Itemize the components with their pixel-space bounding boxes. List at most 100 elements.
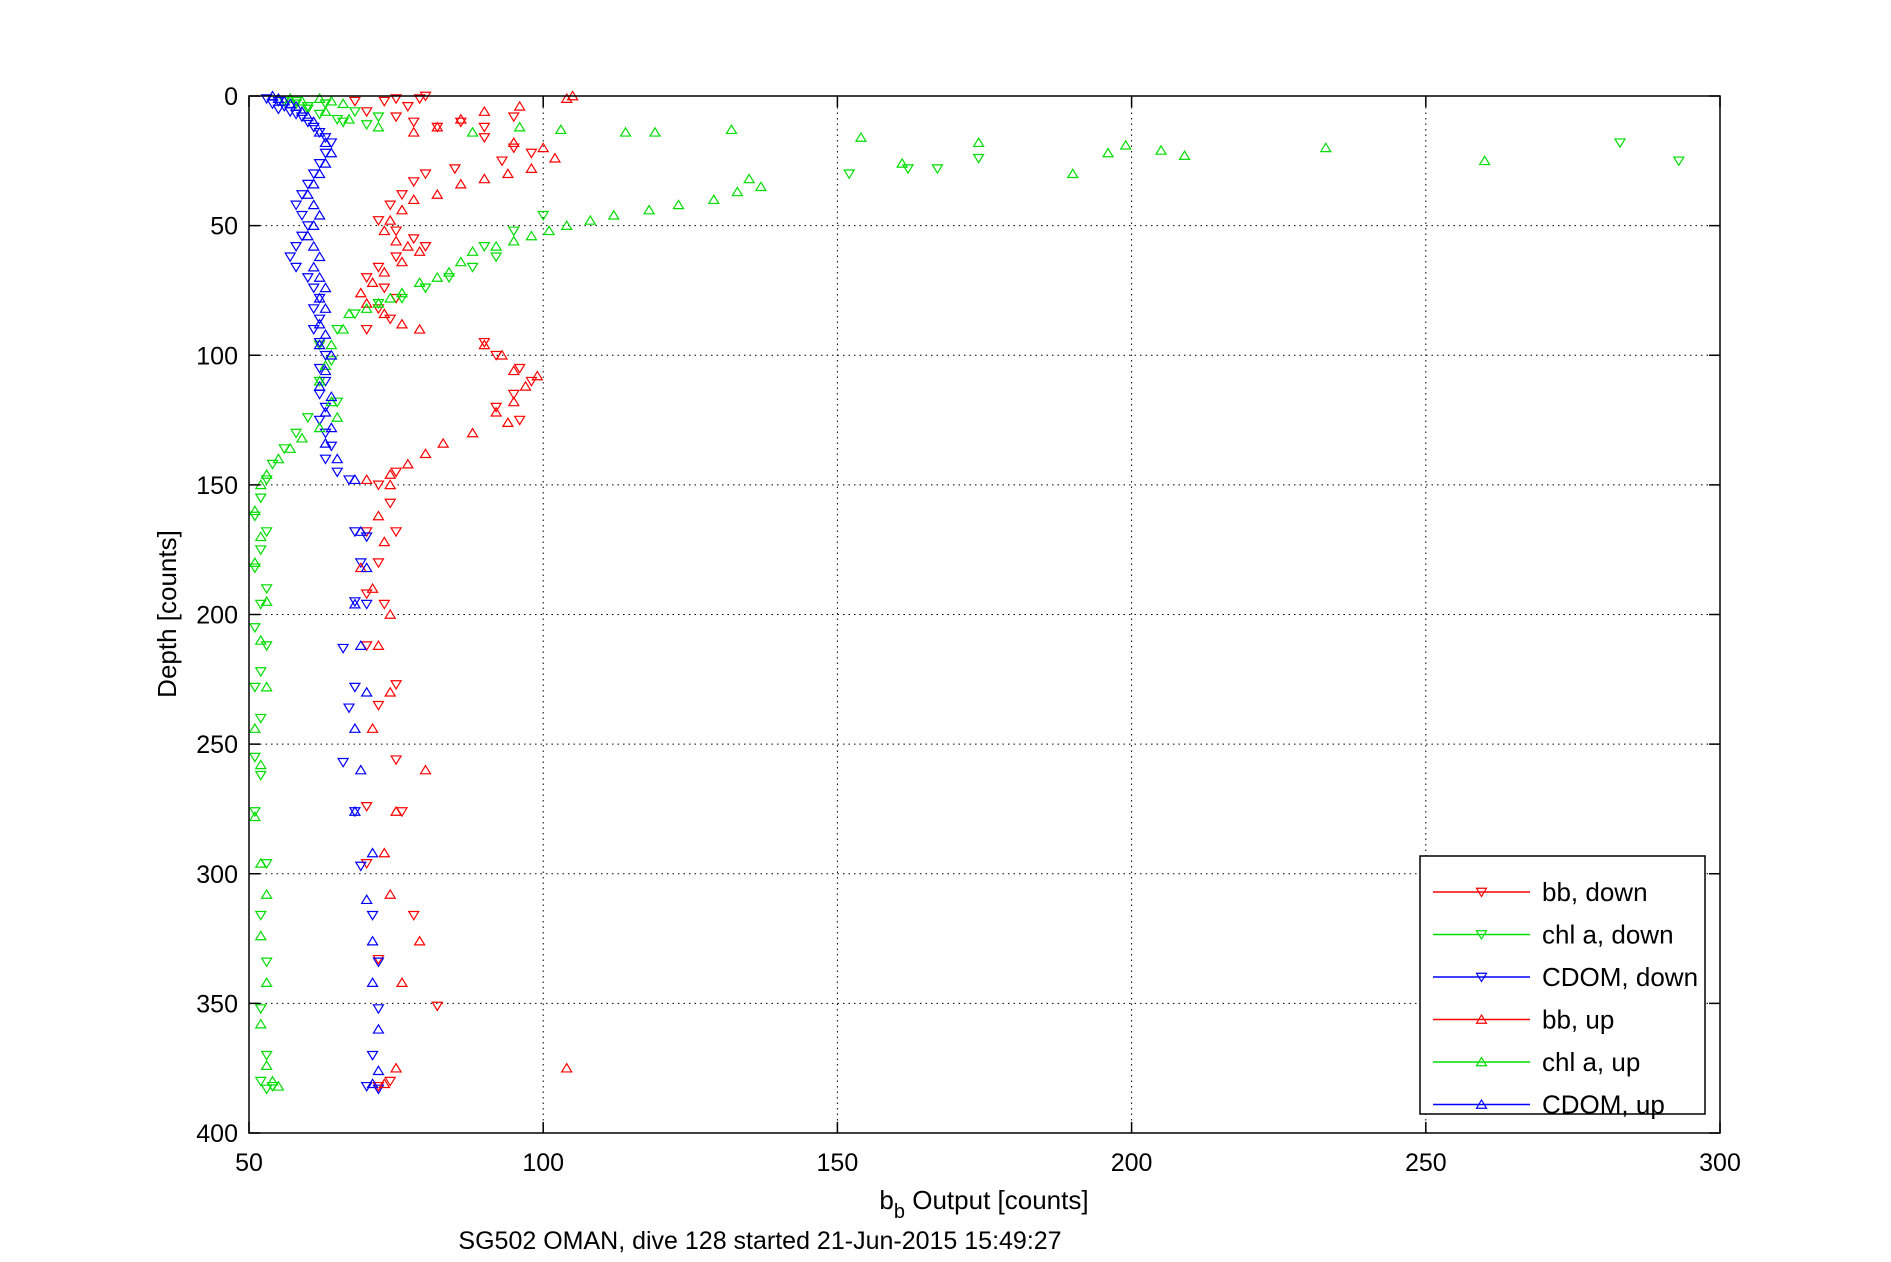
data-point [478, 242, 491, 253]
x-axis-label-rest: Output [counts] [905, 1185, 1089, 1215]
data-point [478, 173, 491, 184]
data-point [466, 427, 479, 438]
data-point [560, 1062, 573, 1073]
data-point [301, 102, 314, 113]
data-point [354, 558, 367, 569]
data-point [843, 169, 856, 180]
data-point [360, 532, 373, 543]
data-point [278, 95, 291, 106]
data-point [454, 178, 467, 189]
data-point [248, 807, 261, 818]
data-point [284, 442, 297, 453]
data-point [325, 95, 338, 106]
data-point [313, 314, 326, 325]
data-point [301, 188, 314, 199]
legend-label: bb, up [1542, 1005, 1614, 1035]
data-point [707, 194, 720, 205]
data-point [260, 957, 273, 968]
data-point [390, 527, 403, 538]
data-point [360, 589, 373, 600]
x-axis-label-subscript: b [894, 1201, 905, 1223]
y-tick-label: 300 [196, 861, 238, 889]
data-point [1066, 168, 1079, 179]
data-point [395, 190, 409, 201]
data-point [407, 910, 420, 921]
data-point [372, 954, 385, 965]
data-point [337, 757, 350, 768]
data-point [584, 214, 597, 225]
data-point [384, 314, 397, 325]
data-point [395, 256, 409, 267]
data-point [437, 437, 450, 448]
series-4 [248, 92, 1491, 1091]
data-point [725, 124, 738, 135]
data-point [331, 411, 344, 422]
data-point [254, 910, 267, 921]
data-point [307, 199, 320, 210]
data-point [507, 137, 520, 148]
data-point [366, 976, 379, 987]
data-point [372, 1023, 385, 1034]
data-point [1478, 155, 1491, 166]
data-point [313, 168, 326, 179]
data-point [901, 164, 915, 175]
data-point [401, 102, 414, 113]
data-point [325, 422, 338, 433]
data-point [272, 92, 285, 103]
data-point [254, 545, 267, 556]
data-point [525, 230, 538, 241]
data-point [754, 181, 767, 192]
data-point [342, 308, 356, 319]
data-point [248, 752, 261, 763]
data-point [254, 493, 267, 504]
data-point [254, 1076, 267, 1087]
data-point [366, 910, 379, 921]
data-point [295, 210, 309, 221]
data-point [325, 396, 338, 407]
data-point [272, 453, 285, 464]
data-point [384, 292, 397, 303]
data-point [378, 536, 391, 547]
data-point [1672, 156, 1685, 167]
data-point [290, 262, 303, 273]
data-point [384, 608, 397, 619]
data-point [643, 204, 656, 215]
x-axis-label: bb Output [counts] [879, 1185, 1088, 1223]
data-point [495, 349, 509, 360]
data-point [384, 686, 397, 697]
data-point [366, 722, 379, 733]
data-point [260, 888, 273, 899]
data-point [478, 337, 491, 348]
data-point [313, 251, 326, 262]
data-point [348, 805, 361, 816]
data-point [254, 930, 267, 941]
data-point [413, 935, 426, 946]
data-point [337, 323, 350, 334]
data-point [254, 857, 267, 868]
data-point [378, 308, 391, 319]
legend-marker [1475, 930, 1488, 941]
data-point [413, 94, 426, 105]
x-tick-label: 50 [235, 1149, 263, 1177]
data-point [284, 98, 297, 109]
data-points [248, 90, 1685, 1095]
data-point [972, 153, 985, 164]
data-point [260, 1084, 273, 1095]
data-point [390, 467, 403, 478]
data-point [560, 92, 573, 103]
data-point [372, 1084, 385, 1095]
data-point [295, 432, 309, 443]
data-point [319, 99, 332, 110]
data-point [607, 209, 620, 220]
data-point [319, 365, 332, 376]
data-point [272, 1080, 285, 1091]
data-point [384, 479, 397, 490]
data-point [372, 262, 385, 273]
data-point [931, 164, 944, 175]
data-point [319, 133, 332, 144]
data-point [307, 178, 320, 189]
data-point [384, 888, 397, 899]
data-point [313, 126, 326, 137]
data-point [372, 297, 385, 308]
data-point [325, 349, 338, 360]
